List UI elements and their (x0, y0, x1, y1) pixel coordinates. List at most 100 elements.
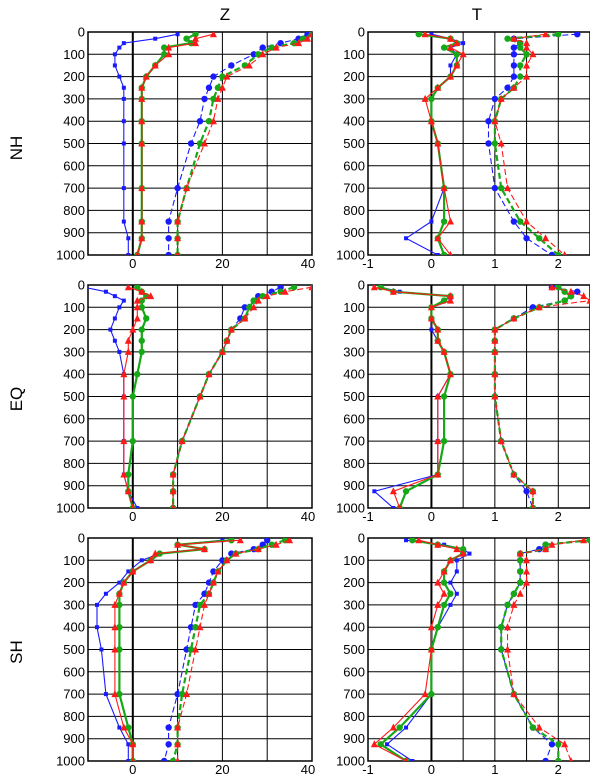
data-point (504, 84, 511, 91)
data-point (209, 117, 217, 125)
x-tick-label: 2 (555, 256, 562, 271)
data-point (389, 723, 397, 731)
data-point (389, 287, 397, 295)
data-point (530, 504, 535, 508)
data-point (440, 437, 448, 445)
data-point (440, 579, 448, 586)
data-point (169, 487, 177, 495)
data-point (255, 292, 262, 300)
series-line-red-dashed (172, 286, 312, 508)
data-point (147, 292, 155, 300)
data-point (529, 724, 537, 731)
y-tick-label: 200 (63, 322, 85, 337)
data-point (517, 218, 524, 225)
data-point (555, 32, 562, 38)
x-tick-label: 1 (491, 762, 498, 777)
series-line-red-solid (373, 539, 465, 761)
data-point (246, 304, 253, 311)
panel-sh-t: 0 100 200 300 400 500 600 700 800 900 1000-1 0 1 2 (336, 531, 590, 777)
data-point (491, 140, 499, 147)
panel-nh-t: 0 100 200 300 400 500 600 700 800 900 1000-1 0 1 2 (336, 25, 590, 271)
data-point (138, 184, 146, 192)
data-point (143, 315, 150, 322)
x-tick-label: 0 (129, 256, 136, 271)
data-point (295, 39, 303, 47)
data-point (429, 32, 434, 37)
data-point (517, 44, 524, 51)
y-tick-label: 600 (63, 411, 85, 426)
data-point (435, 253, 440, 255)
data-point (205, 370, 213, 378)
data-point (117, 74, 122, 79)
y-tick-label: 0 (358, 25, 365, 40)
data-point (434, 83, 442, 91)
data-point (434, 392, 442, 400)
data-point (580, 538, 588, 544)
data-point (555, 757, 562, 761)
data-point (121, 298, 126, 303)
data-point (459, 50, 467, 58)
data-point (174, 217, 182, 225)
data-point (523, 556, 531, 564)
series-line-red-dashed (177, 539, 290, 761)
data-point (304, 34, 312, 42)
data-point (124, 347, 132, 355)
data-point (126, 742, 131, 747)
y-tick-label: 0 (358, 278, 365, 293)
data-point (427, 314, 435, 322)
data-point (209, 578, 217, 586)
data-point (461, 41, 466, 46)
data-point (174, 184, 181, 192)
data-point (498, 646, 505, 653)
data-point (523, 51, 530, 58)
data-point (111, 623, 119, 631)
data-point (232, 549, 240, 557)
data-point (129, 567, 137, 575)
data-point (567, 287, 575, 295)
data-point (459, 545, 467, 553)
data-point (523, 488, 530, 495)
data-point (510, 690, 518, 698)
y-tick-label: 400 (343, 367, 365, 382)
data-point (254, 545, 262, 553)
data-point (542, 541, 549, 548)
data-point (126, 759, 131, 761)
data-point (142, 72, 150, 80)
data-point (446, 217, 454, 225)
data-point (126, 569, 131, 574)
data-point (112, 294, 117, 299)
series-group (88, 285, 312, 508)
data-point (516, 589, 524, 597)
y-tick-label: 800 (63, 709, 85, 724)
data-point (264, 538, 271, 544)
series-line-blue-dashed (168, 33, 308, 255)
data-point (103, 591, 108, 596)
y-tick-label: 200 (343, 69, 365, 84)
y-tick-label: 700 (63, 687, 85, 702)
data-point (209, 32, 217, 38)
data-point (138, 304, 145, 311)
data-point (124, 285, 132, 291)
data-point (117, 725, 122, 730)
data-point (263, 292, 271, 300)
data-point (116, 646, 123, 653)
y-tick-label: 300 (343, 91, 365, 106)
data-point (586, 538, 590, 544)
data-point (135, 506, 140, 508)
data-point (447, 590, 454, 597)
data-point (196, 392, 204, 400)
data-point (120, 578, 128, 586)
data-point (138, 139, 146, 147)
data-point (236, 538, 244, 544)
data-point (205, 118, 213, 125)
y-tick-label: 400 (343, 620, 365, 635)
data-point (138, 94, 146, 102)
data-point (523, 235, 530, 242)
y-tick-label: 900 (343, 478, 365, 493)
data-point (454, 591, 459, 596)
data-point (415, 32, 422, 38)
y-tick-label: 200 (63, 575, 85, 590)
data-point (121, 41, 126, 46)
data-point (542, 545, 550, 553)
data-point (134, 285, 141, 291)
